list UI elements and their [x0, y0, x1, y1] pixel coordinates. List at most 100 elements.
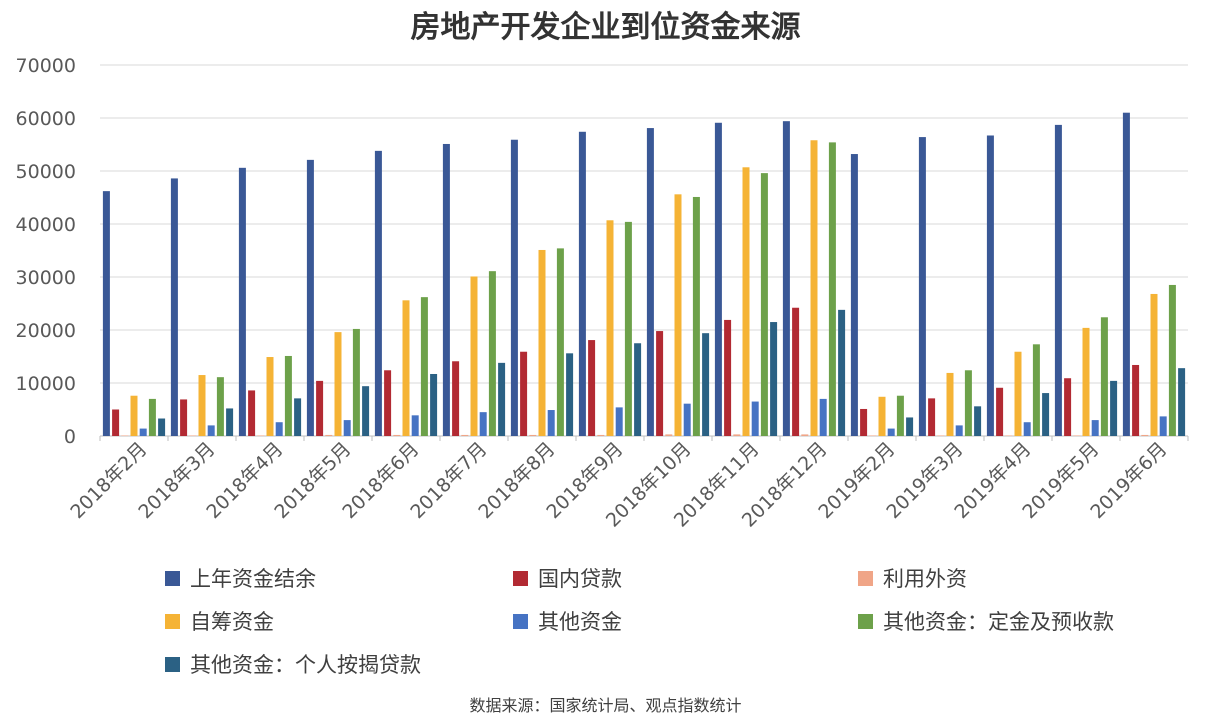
bar-7 — [974, 406, 982, 436]
bar-7 — [702, 333, 710, 436]
bar-6 — [760, 173, 768, 436]
bar-7 — [634, 343, 642, 436]
y-tick-label: 0 — [64, 426, 76, 448]
bar-4 — [1082, 327, 1090, 436]
bar-3 — [529, 434, 537, 436]
bar-6 — [828, 142, 836, 436]
y-tick-label: 70000 — [16, 55, 76, 77]
bar-5 — [207, 425, 215, 436]
bar-5 — [1023, 422, 1031, 436]
bar-7 — [226, 408, 234, 436]
y-tick-label: 20000 — [16, 320, 76, 342]
bar-5 — [955, 425, 963, 436]
bar-6 — [896, 395, 904, 436]
bar-3 — [869, 435, 877, 436]
bar-5 — [411, 415, 419, 436]
bar-5 — [343, 420, 351, 436]
bar-4 — [470, 276, 478, 436]
bar-3 — [937, 435, 945, 436]
bar-2 — [724, 319, 732, 436]
bar-6 — [1032, 344, 1040, 436]
bar-7 — [566, 353, 574, 436]
bar-7 — [158, 418, 166, 436]
bar-1 — [442, 143, 450, 436]
bar-2 — [1132, 364, 1140, 436]
bar-1 — [102, 191, 110, 436]
chart-title: 房地产开发企业到位资金来源 — [410, 10, 801, 45]
bar-1 — [306, 159, 314, 436]
bar-3 — [733, 434, 741, 436]
bar-3 — [189, 435, 197, 436]
bar-5 — [275, 422, 283, 436]
bar-6 — [556, 248, 564, 436]
bar-1 — [1054, 124, 1062, 436]
bar-6 — [488, 271, 496, 436]
bar-1 — [1122, 112, 1130, 436]
bar-4 — [1014, 351, 1022, 436]
bar-7 — [294, 398, 302, 436]
bar-3 — [665, 434, 673, 436]
bar-2 — [860, 408, 868, 436]
bar-3 — [121, 435, 129, 436]
bar-1 — [238, 167, 246, 436]
bar-2 — [112, 409, 120, 436]
bar-7 — [498, 362, 506, 436]
bar-5 — [683, 403, 691, 436]
bar-5 — [479, 412, 487, 436]
bar-2 — [520, 351, 528, 436]
bar-2 — [996, 387, 1004, 436]
bar-4 — [266, 357, 274, 436]
bar-2 — [588, 340, 596, 436]
bar-4 — [878, 396, 886, 436]
bar-2 — [1064, 378, 1072, 436]
bar-3 — [257, 435, 265, 436]
bar-5 — [751, 401, 759, 436]
bar-3 — [325, 434, 333, 436]
bar-2 — [656, 331, 664, 436]
bar-2 — [928, 398, 936, 436]
bar-5 — [139, 428, 147, 436]
bar-5 — [615, 407, 623, 436]
bar-5 — [1091, 420, 1099, 436]
bar-7 — [362, 386, 370, 436]
bar-1 — [646, 128, 654, 436]
bar-4 — [1150, 293, 1158, 436]
bar-2 — [384, 370, 392, 436]
bar-1 — [510, 139, 518, 437]
bar-4 — [538, 249, 546, 436]
bar-5 — [819, 398, 827, 436]
y-tick-label: 30000 — [16, 267, 76, 289]
bar-1 — [918, 137, 926, 436]
bar-4 — [810, 140, 818, 436]
bar-1 — [578, 131, 586, 436]
bar-6 — [216, 377, 224, 436]
y-tick-label: 60000 — [16, 108, 76, 130]
bar-6 — [1100, 317, 1108, 436]
bar-4 — [946, 372, 954, 436]
bar-4 — [334, 332, 342, 436]
bar-7 — [1042, 393, 1050, 436]
bar-1 — [170, 178, 178, 437]
bar-3 — [393, 434, 401, 436]
bar-6 — [284, 355, 292, 436]
bar-7 — [838, 309, 846, 436]
bar-6 — [964, 370, 972, 436]
bar-6 — [692, 196, 700, 436]
bar-6 — [624, 221, 632, 436]
bar-2 — [792, 307, 800, 436]
bar-3 — [597, 434, 605, 436]
bar-4 — [674, 194, 682, 436]
bar-4 — [606, 220, 614, 436]
bar-3 — [801, 434, 809, 436]
bar-1 — [782, 121, 790, 437]
bar-5 — [547, 410, 555, 436]
bar-2 — [248, 390, 256, 436]
bar-1 — [714, 122, 722, 437]
bar-5 — [887, 428, 895, 436]
bar-4 — [742, 167, 750, 437]
bar-2 — [316, 380, 324, 436]
bar-1 — [850, 154, 858, 437]
bar-2 — [180, 399, 188, 436]
bar-7 — [770, 322, 778, 436]
